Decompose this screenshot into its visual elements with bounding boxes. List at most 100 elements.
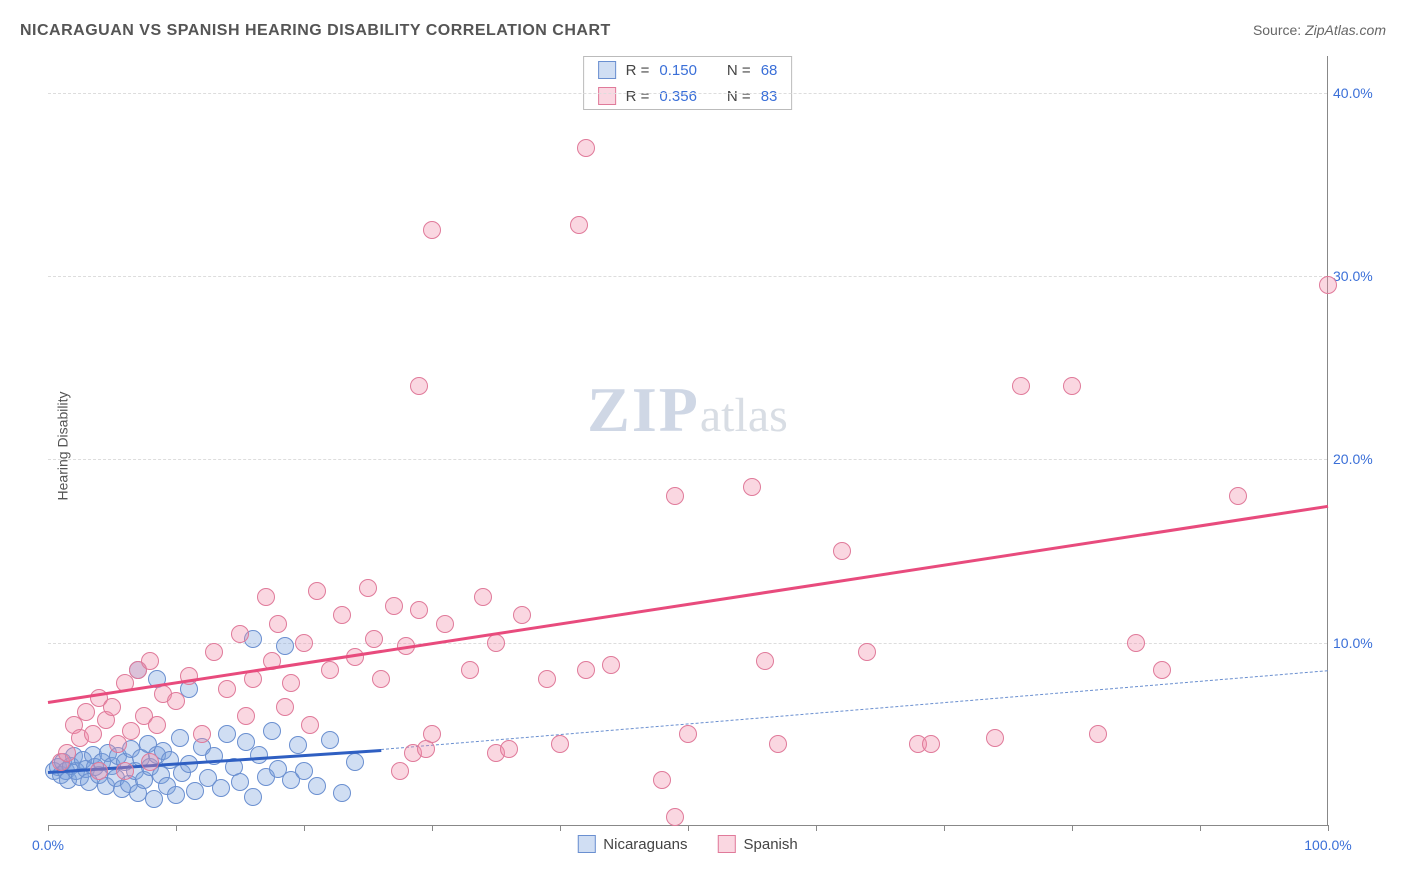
- data-point: [301, 716, 319, 734]
- data-point: [218, 725, 236, 743]
- data-point: [1063, 377, 1081, 395]
- data-point: [333, 606, 351, 624]
- data-point: [295, 762, 313, 780]
- data-point: [410, 377, 428, 395]
- data-point: [653, 771, 671, 789]
- data-point: [141, 753, 159, 771]
- source-attribution: Source: ZipAtlas.com: [1253, 22, 1386, 38]
- watermark-zip: ZIP: [587, 373, 700, 447]
- chart-container: NICARAGUAN VS SPANISH HEARING DISABILITY…: [0, 0, 1406, 892]
- legend-item-spanish: Spanish: [718, 835, 798, 853]
- data-point: [385, 597, 403, 615]
- correlation-legend: R = 0.150 N = 68 R = 0.356 N = 83: [583, 56, 793, 110]
- data-point: [141, 652, 159, 670]
- data-point: [103, 698, 121, 716]
- data-point: [577, 661, 595, 679]
- x-tick: [1200, 825, 1201, 831]
- x-tick: [560, 825, 561, 831]
- data-point: [1319, 276, 1337, 294]
- data-point: [474, 588, 492, 606]
- data-point: [359, 579, 377, 597]
- gridline: [48, 93, 1327, 94]
- data-point: [1229, 487, 1247, 505]
- legend-row-nicaraguans: R = 0.150 N = 68: [584, 57, 792, 83]
- legend-label-spanish: Spanish: [744, 836, 798, 853]
- data-point: [289, 736, 307, 754]
- data-point: [205, 643, 223, 661]
- data-point: [577, 139, 595, 157]
- data-point: [500, 740, 518, 758]
- data-point: [1127, 634, 1145, 652]
- data-point: [231, 773, 249, 791]
- data-point: [769, 735, 787, 753]
- data-point: [116, 762, 134, 780]
- data-point: [679, 725, 697, 743]
- data-point: [237, 707, 255, 725]
- n-label: N =: [727, 88, 751, 105]
- data-point: [1012, 377, 1030, 395]
- chart-title: NICARAGUAN VS SPANISH HEARING DISABILITY…: [20, 22, 611, 40]
- data-point: [1153, 661, 1171, 679]
- x-tick: [432, 825, 433, 831]
- data-point: [308, 582, 326, 600]
- n-value-spanish: 83: [761, 88, 778, 105]
- x-tick-label: 100.0%: [1304, 837, 1351, 853]
- watermark-atlas: atlas: [700, 388, 788, 443]
- data-point: [218, 680, 236, 698]
- data-point: [570, 216, 588, 234]
- data-point: [372, 670, 390, 688]
- data-point: [513, 606, 531, 624]
- x-tick: [48, 825, 49, 831]
- r-value-nicaraguans: 0.150: [659, 62, 697, 79]
- data-point: [295, 634, 313, 652]
- r-label: R =: [626, 88, 650, 105]
- x-tick: [304, 825, 305, 831]
- data-point: [391, 762, 409, 780]
- data-point: [602, 656, 620, 674]
- source-link[interactable]: ZipAtlas.com: [1305, 22, 1386, 38]
- data-point: [308, 777, 326, 795]
- trend-line: [381, 670, 1328, 750]
- swatch-nicaraguans: [577, 835, 595, 853]
- series-legend: Nicaraguans Spanish: [577, 835, 797, 853]
- data-point: [551, 735, 569, 753]
- n-label: N =: [727, 62, 751, 79]
- data-point: [365, 630, 383, 648]
- data-point: [487, 634, 505, 652]
- swatch-spanish: [598, 87, 616, 105]
- data-point: [58, 744, 76, 762]
- data-point: [84, 725, 102, 743]
- legend-row-spanish: R = 0.356 N = 83: [584, 83, 792, 109]
- data-point: [423, 221, 441, 239]
- data-point: [743, 478, 761, 496]
- data-point: [193, 725, 211, 743]
- data-point: [858, 643, 876, 661]
- data-point: [276, 637, 294, 655]
- x-tick: [816, 825, 817, 831]
- data-point: [666, 808, 684, 826]
- x-tick: [176, 825, 177, 831]
- data-point: [538, 670, 556, 688]
- data-point: [263, 722, 281, 740]
- n-value-nicaraguans: 68: [761, 62, 778, 79]
- x-tick: [944, 825, 945, 831]
- y-tick-label: 30.0%: [1333, 268, 1389, 284]
- data-point: [423, 725, 441, 743]
- y-tick-label: 10.0%: [1333, 635, 1389, 651]
- data-point: [833, 542, 851, 560]
- data-point: [986, 729, 1004, 747]
- y-tick-label: 20.0%: [1333, 451, 1389, 467]
- legend-item-nicaraguans: Nicaraguans: [577, 835, 687, 853]
- data-point: [461, 661, 479, 679]
- data-point: [276, 698, 294, 716]
- data-point: [148, 716, 166, 734]
- y-tick-label: 40.0%: [1333, 85, 1389, 101]
- x-tick-label: 0.0%: [32, 837, 64, 853]
- gridline: [48, 459, 1327, 460]
- data-point: [250, 746, 268, 764]
- data-point: [257, 588, 275, 606]
- data-point: [77, 703, 95, 721]
- x-tick: [1328, 825, 1329, 831]
- gridline: [48, 276, 1327, 277]
- data-point: [321, 731, 339, 749]
